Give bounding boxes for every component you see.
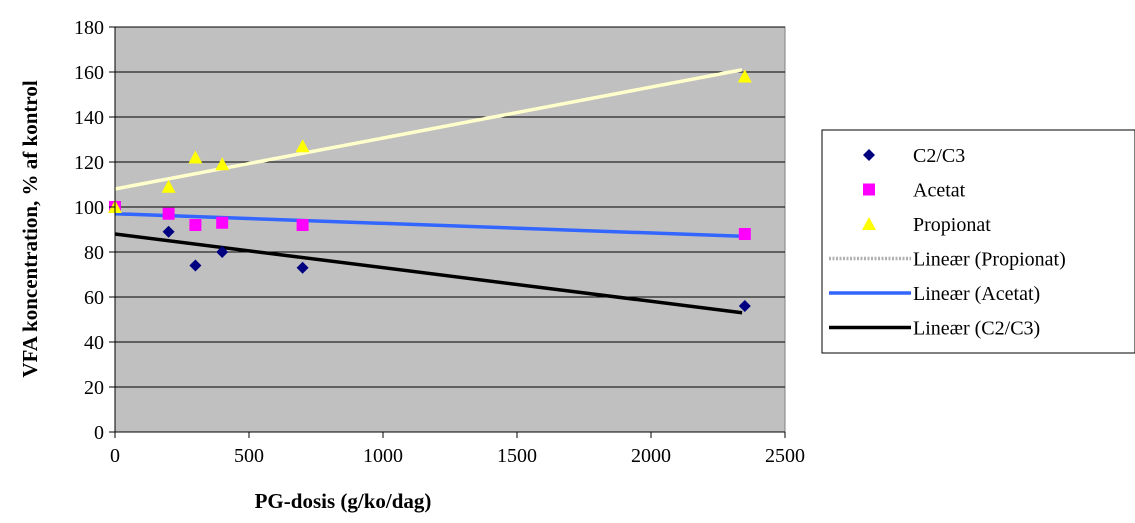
legend-label: Lineær (Acetat) [913, 283, 1040, 305]
data-point [161, 179, 176, 193]
data-point [738, 228, 751, 240]
data-point [295, 139, 310, 153]
x-tick-label: 500 [234, 445, 264, 467]
legend-label: Lineær (Propionat) [913, 249, 1066, 271]
data-point [216, 216, 229, 229]
y-tick-label: 160 [74, 62, 104, 84]
data-point [863, 183, 875, 196]
legend-label: C2/C3 [913, 145, 965, 167]
y-tick-label: 80 [84, 242, 104, 264]
y-tick-label: 120 [74, 152, 104, 174]
data-point [188, 150, 203, 164]
trendline [114, 232, 743, 315]
legend-label: Lineær (C2/C3) [913, 318, 1040, 340]
x-tick-label: 2000 [631, 445, 671, 467]
y-tick-label: 140 [74, 107, 104, 129]
legend: C2/C3 Acetat Propionat Lineær (Propionat) Li… [829, 145, 1066, 340]
data-point [296, 261, 309, 274]
data-point [162, 207, 175, 220]
data-point [863, 149, 875, 161]
y-tick-label: 40 [84, 332, 104, 354]
x-tick-label: 1500 [497, 445, 537, 467]
x-tick-label: 1000 [363, 445, 403, 467]
data-point [162, 225, 175, 238]
y-tick-label: 0 [94, 422, 104, 444]
data-point [189, 219, 202, 231]
legend-label: Acetat [913, 180, 966, 202]
y-tick-label: 180 [74, 17, 104, 39]
data-point [862, 217, 876, 230]
axes: 0 20 40 60 80 100 120 140 160 180 0 500 1000 1500 2000… [74, 17, 805, 467]
x-axis-title: PG-dosis (g/ko/dag) [255, 489, 432, 513]
data-point [215, 157, 230, 171]
data-point [737, 69, 752, 83]
data-point [216, 246, 229, 258]
x-tick-label: 0 [110, 445, 120, 467]
data-point [189, 259, 202, 272]
data-point [738, 300, 751, 312]
plot-area [114, 26, 786, 433]
x-tick-label: 2500 [765, 445, 805, 467]
y-axis-title: VFA koncentration, % af kontrol [18, 80, 42, 377]
legend-label: Propionat [913, 214, 991, 236]
legend-box [821, 129, 1135, 354]
data-markers [108, 69, 752, 312]
y-tick-label: 60 [84, 287, 104, 309]
y-tick-label: 100 [74, 197, 104, 219]
data-point [296, 219, 309, 231]
y-tick-label: 20 [84, 377, 104, 399]
